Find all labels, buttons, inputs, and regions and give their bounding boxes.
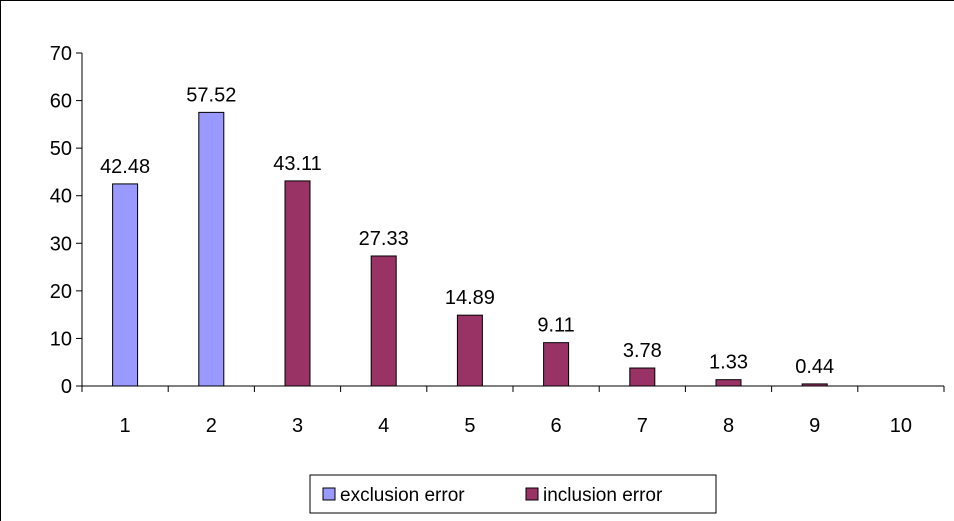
x-tick-label: 2: [206, 415, 217, 437]
bar-inclusion-error-4: [370, 255, 397, 387]
data-label: 14.89: [445, 287, 495, 309]
legend-label-exclusion-error: exclusion error: [340, 485, 465, 506]
data-labels: 42.48 57.52 43.11 27.33 14.89 9.11 3.78 1.33 0.4…: [100, 84, 834, 378]
x-tick-label: 4: [378, 415, 389, 437]
bar-exclusion-error-1: [112, 183, 139, 387]
legend-swatch-inclusion-error: [525, 487, 539, 501]
bar-inclusion-error-6: [543, 342, 570, 387]
y-tick-label: 20: [50, 281, 72, 303]
bar-inclusion-error-7: [629, 367, 656, 387]
x-tick-label: 3: [292, 415, 303, 437]
data-label: 1.33: [709, 352, 748, 374]
data-label: 43.11: [273, 153, 322, 175]
data-label: 9.11: [537, 315, 574, 337]
y-tick-label: 30: [50, 233, 72, 255]
bar-inclusion-error-5: [456, 314, 483, 387]
x-axis: 1 2 3 4 5 6 7 8 9 10: [81, 385, 945, 437]
y-axis: 0 10 20 30 40 50 60 70: [50, 43, 83, 398]
bar-inclusion-error-3: [284, 180, 311, 387]
x-tick-label: 7: [637, 415, 648, 437]
legend-swatch-exclusion-error: [322, 487, 336, 501]
data-label: 42.48: [100, 156, 150, 178]
y-tick-label: 60: [50, 91, 72, 113]
legend-box: [309, 474, 717, 514]
bar-exclusion-error-2: [198, 111, 225, 387]
data-label: 27.33: [359, 228, 409, 250]
x-tick-label: 1: [120, 415, 131, 437]
x-tick-label: 9: [809, 415, 820, 437]
y-tick-label: 40: [50, 186, 72, 208]
bars: [112, 111, 828, 387]
bar-inclusion-error-9: [801, 383, 828, 387]
x-tick-label: 5: [464, 415, 475, 437]
data-label: 3.78: [623, 340, 662, 362]
y-tick-label: 70: [50, 43, 72, 65]
x-tick-label: 6: [551, 415, 562, 437]
data-label: 0.44: [795, 356, 834, 378]
y-tick-label: 10: [50, 328, 72, 350]
legend: exclusion error inclusion error: [309, 474, 717, 514]
legend-label-inclusion-error: inclusion error: [543, 485, 663, 506]
y-tick-label: 0: [61, 376, 72, 398]
x-tick-label: 10: [890, 415, 912, 437]
y-tick-label: 50: [50, 138, 72, 160]
x-tick-label: 8: [723, 415, 734, 437]
bar-inclusion-error-8: [715, 379, 742, 387]
data-label: 57.52: [186, 84, 236, 106]
